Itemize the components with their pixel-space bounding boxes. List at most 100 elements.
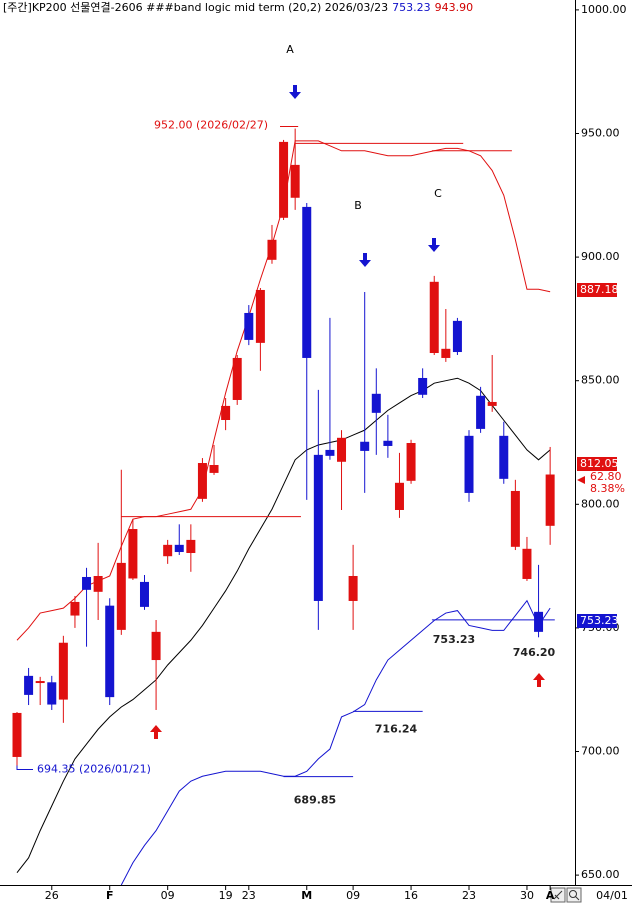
y-tick-label: 650.00 (581, 868, 620, 881)
x-tick-label: 09 (161, 889, 175, 902)
price-tag-box (577, 283, 617, 297)
candle-body (464, 435, 474, 493)
candle-body (267, 239, 277, 260)
x-tick-label: F (106, 889, 114, 902)
price-tag: 887.18 (580, 283, 619, 296)
y-tick-label: 700.00 (581, 745, 620, 758)
x-tick-label: A (546, 889, 555, 902)
candle-body (476, 395, 486, 429)
price-tag: 812.05 (580, 457, 619, 470)
band-line (16, 377, 551, 873)
down-arrow (289, 85, 301, 99)
price-tag-box (577, 614, 617, 628)
candle-body (279, 141, 289, 218)
candle-body (255, 289, 265, 343)
level-label: 753.23 (433, 633, 475, 646)
y-tick-label: 900.00 (581, 250, 620, 263)
candle-body (441, 348, 451, 358)
candle-body (174, 544, 184, 553)
candle-body (383, 440, 393, 446)
title-value: 753.23 (392, 1, 431, 14)
candle-body (139, 581, 149, 607)
x-tick-label: 19 (219, 889, 233, 902)
up-arrow (533, 673, 545, 687)
band-line (120, 599, 551, 886)
title-value: 943.90 (435, 1, 474, 14)
zoom-icon (569, 890, 577, 898)
y-tick-label: 1000.00 (581, 3, 627, 16)
candle-body (244, 312, 254, 340)
candle-body (12, 712, 22, 757)
candle-body (406, 442, 416, 481)
candle-body (163, 544, 173, 557)
date-box: 04/01 (596, 889, 628, 902)
price-tag: 753.23 (580, 614, 619, 627)
candle-body (47, 682, 57, 705)
candle-body (116, 562, 126, 630)
candle-body (232, 357, 242, 400)
level-label: 716.24 (375, 722, 418, 735)
down-arrow (428, 238, 440, 252)
candle-body (24, 675, 34, 695)
high-note: 952.00 (2026/02/27) (154, 119, 268, 132)
candle-body (290, 164, 300, 198)
candle-body (418, 377, 428, 395)
x-tick-label: 30 (520, 889, 534, 902)
candle-body (105, 605, 115, 698)
note-leader (16, 765, 33, 770)
x-tick-label: 26 (45, 889, 59, 902)
candle-body (313, 454, 323, 601)
tool-icon (553, 890, 563, 900)
candle-body (452, 320, 462, 353)
up-arrow (150, 725, 162, 739)
candle-body (93, 575, 103, 592)
candle-body (82, 576, 92, 590)
x-tick-label: 09 (346, 889, 360, 902)
candle-body (128, 529, 138, 579)
y-tick-label: 800.00 (581, 497, 620, 510)
x-tick-label: M (301, 889, 312, 902)
candle-body (337, 437, 347, 462)
marker-label: B (354, 199, 362, 212)
candle-body (360, 441, 370, 451)
candle-body (534, 611, 544, 632)
candle-body (371, 393, 381, 413)
price-tag: 8.38% (590, 482, 625, 495)
y-tick-label: 950.00 (581, 126, 620, 139)
x-tick-label: 16 (404, 889, 418, 902)
candle-body (545, 474, 555, 526)
candle-body (209, 464, 219, 473)
candle-body (499, 435, 509, 479)
candle-body (302, 206, 312, 358)
chart-title: [주간]KP200 선물연결-2606 ###band logic mid te… (3, 1, 473, 14)
x-tick-label: 23 (462, 889, 476, 902)
candle-body (348, 575, 358, 601)
title-text: [주간]KP200 선물연결-2606 ###band logic mid te… (3, 1, 388, 14)
candle-body (197, 463, 207, 499)
candle-body (221, 405, 231, 421)
candle-body (394, 482, 404, 510)
y-tick-label: 850.00 (581, 374, 620, 387)
candle-body (58, 642, 68, 700)
zoom-icon-handle (575, 896, 580, 901)
price-tag-box (577, 457, 617, 471)
candle-body (522, 548, 532, 579)
candle-body (325, 449, 335, 456)
marker-label: A (286, 43, 294, 56)
level-label: 689.85 (294, 794, 336, 807)
toolbar (550, 887, 582, 903)
down-arrow (359, 253, 371, 267)
candle-body (151, 631, 161, 661)
low-point-label: 746.20 (513, 646, 556, 659)
candle-body (429, 281, 439, 354)
candle-body (487, 401, 497, 406)
candle-body (510, 490, 520, 547)
low-note: 694.35 (2026/01/21) (37, 762, 151, 775)
price-tag: 62.80 (590, 470, 622, 483)
candle-body (35, 681, 45, 684)
tag-pointer (577, 476, 585, 484)
candle-body (70, 601, 80, 616)
candle-body (186, 539, 196, 554)
